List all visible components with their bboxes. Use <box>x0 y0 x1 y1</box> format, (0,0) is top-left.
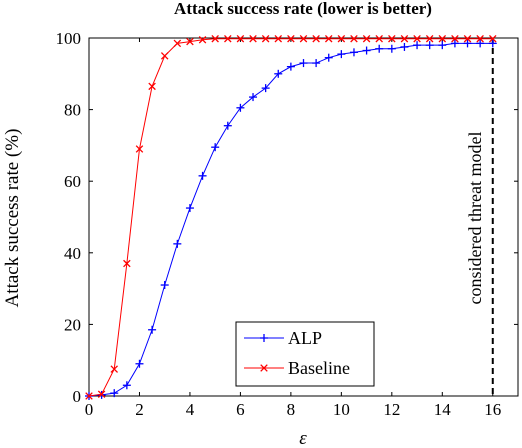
alp-data-point <box>135 359 144 368</box>
baseline-data-point <box>261 34 270 43</box>
baseline-data-point <box>438 34 447 43</box>
baseline-data-point <box>198 36 207 44</box>
alp-data-point <box>299 59 308 68</box>
alp-data-point <box>148 325 157 334</box>
alp-data-point <box>236 103 245 112</box>
chart-title: Attack success rate (lower is better) <box>174 0 432 18</box>
x-tick-label: 0 <box>85 400 94 419</box>
y-tick-label: 80 <box>64 101 81 120</box>
alp-data-point <box>110 389 119 398</box>
baseline-data-point <box>362 34 371 43</box>
y-tick-label: 100 <box>56 29 82 48</box>
alp-data-point <box>173 239 182 248</box>
baseline-data-point <box>413 34 421 43</box>
alp-data-point <box>400 42 409 51</box>
alp-data-point <box>324 53 333 62</box>
x-tick-label: 14 <box>434 400 452 419</box>
alp-data-point <box>249 93 258 102</box>
baseline-data-point <box>186 37 194 46</box>
alp-data-point <box>450 39 459 48</box>
baseline-data-point <box>173 39 182 48</box>
baseline-data-point <box>463 34 472 43</box>
x-tick-label: 12 <box>383 400 400 419</box>
x-tick-label: 8 <box>287 400 296 419</box>
legend-label-alp: ALP <box>288 328 322 348</box>
baseline-data-point <box>135 145 144 153</box>
alp-data-point <box>160 281 169 290</box>
baseline-data-point <box>249 34 257 43</box>
baseline-data-point <box>324 34 333 43</box>
plot-area: 0 2 4 6 8 10 12 14 16 0 20 40 60 80 100 <box>56 29 519 419</box>
baseline-data-point <box>312 34 320 43</box>
alp-data-point <box>413 41 422 50</box>
baseline-data-point <box>400 34 409 43</box>
alp-data-point <box>438 41 447 50</box>
legend-box <box>235 321 375 387</box>
x-tick-label: 10 <box>333 400 350 419</box>
alp-data-point <box>261 84 270 93</box>
alp-data-point <box>463 39 472 48</box>
legend-label-baseline: Baseline <box>288 358 350 378</box>
legend-marker-alp <box>260 334 268 342</box>
baseline-data-point <box>337 34 346 43</box>
baseline-data-point <box>160 52 169 60</box>
x-axis-label: ε <box>299 428 307 448</box>
baseline-data-point <box>476 34 484 43</box>
x-tick-label: 2 <box>135 400 144 419</box>
legend-marker-baseline <box>260 364 268 372</box>
alp-data-point <box>211 143 220 152</box>
alp-data-point <box>375 44 384 53</box>
alp-data-point <box>488 39 497 48</box>
y-tick-label: 0 <box>73 387 82 406</box>
baseline-data-point <box>224 34 232 43</box>
alp-data-point <box>274 69 283 78</box>
baseline-data-point <box>97 390 106 398</box>
alp-data-point <box>198 171 207 180</box>
alp-data-point <box>223 121 232 130</box>
alp-data-point <box>185 204 194 213</box>
baseline-data-point <box>148 82 156 91</box>
alp-data-point <box>387 44 396 53</box>
baseline-data-point <box>85 392 93 400</box>
alp-data-point <box>312 59 321 68</box>
alp-data-point <box>362 46 371 55</box>
baseline-data-point <box>274 34 283 43</box>
baseline-data-point <box>375 34 383 43</box>
baseline-data-point <box>451 34 459 43</box>
alp-data-point <box>286 62 295 71</box>
x-tick-label: 6 <box>236 400 245 419</box>
baseline-data-point <box>425 34 434 43</box>
alp-data-point <box>425 41 434 50</box>
baseline-data-point <box>388 34 396 43</box>
y-tick-label: 60 <box>64 172 81 191</box>
baseline-data-point <box>110 365 118 373</box>
baseline-data-point <box>236 34 245 43</box>
x-tick-label: 16 <box>484 400 501 419</box>
alp-data-point <box>337 50 346 59</box>
baseline-data-point <box>489 34 497 43</box>
x-tick-label: 4 <box>186 400 195 419</box>
baseline-data-point <box>287 34 295 43</box>
y-axis-label: Attack success rate (%) <box>2 129 23 308</box>
baseline-data-point <box>123 259 131 268</box>
threat-model-label: considered threat model <box>465 132 485 305</box>
y-tick-label: 20 <box>64 315 81 334</box>
baseline-data-point <box>350 34 358 43</box>
y-tick-label: 40 <box>64 244 81 263</box>
baseline-data-point <box>211 34 219 43</box>
alp-data-point <box>476 39 485 48</box>
alp-data-point <box>349 48 358 57</box>
legend: ALP Baseline <box>235 321 375 387</box>
alp-data-point <box>122 381 131 390</box>
baseline-data-point <box>299 34 308 43</box>
